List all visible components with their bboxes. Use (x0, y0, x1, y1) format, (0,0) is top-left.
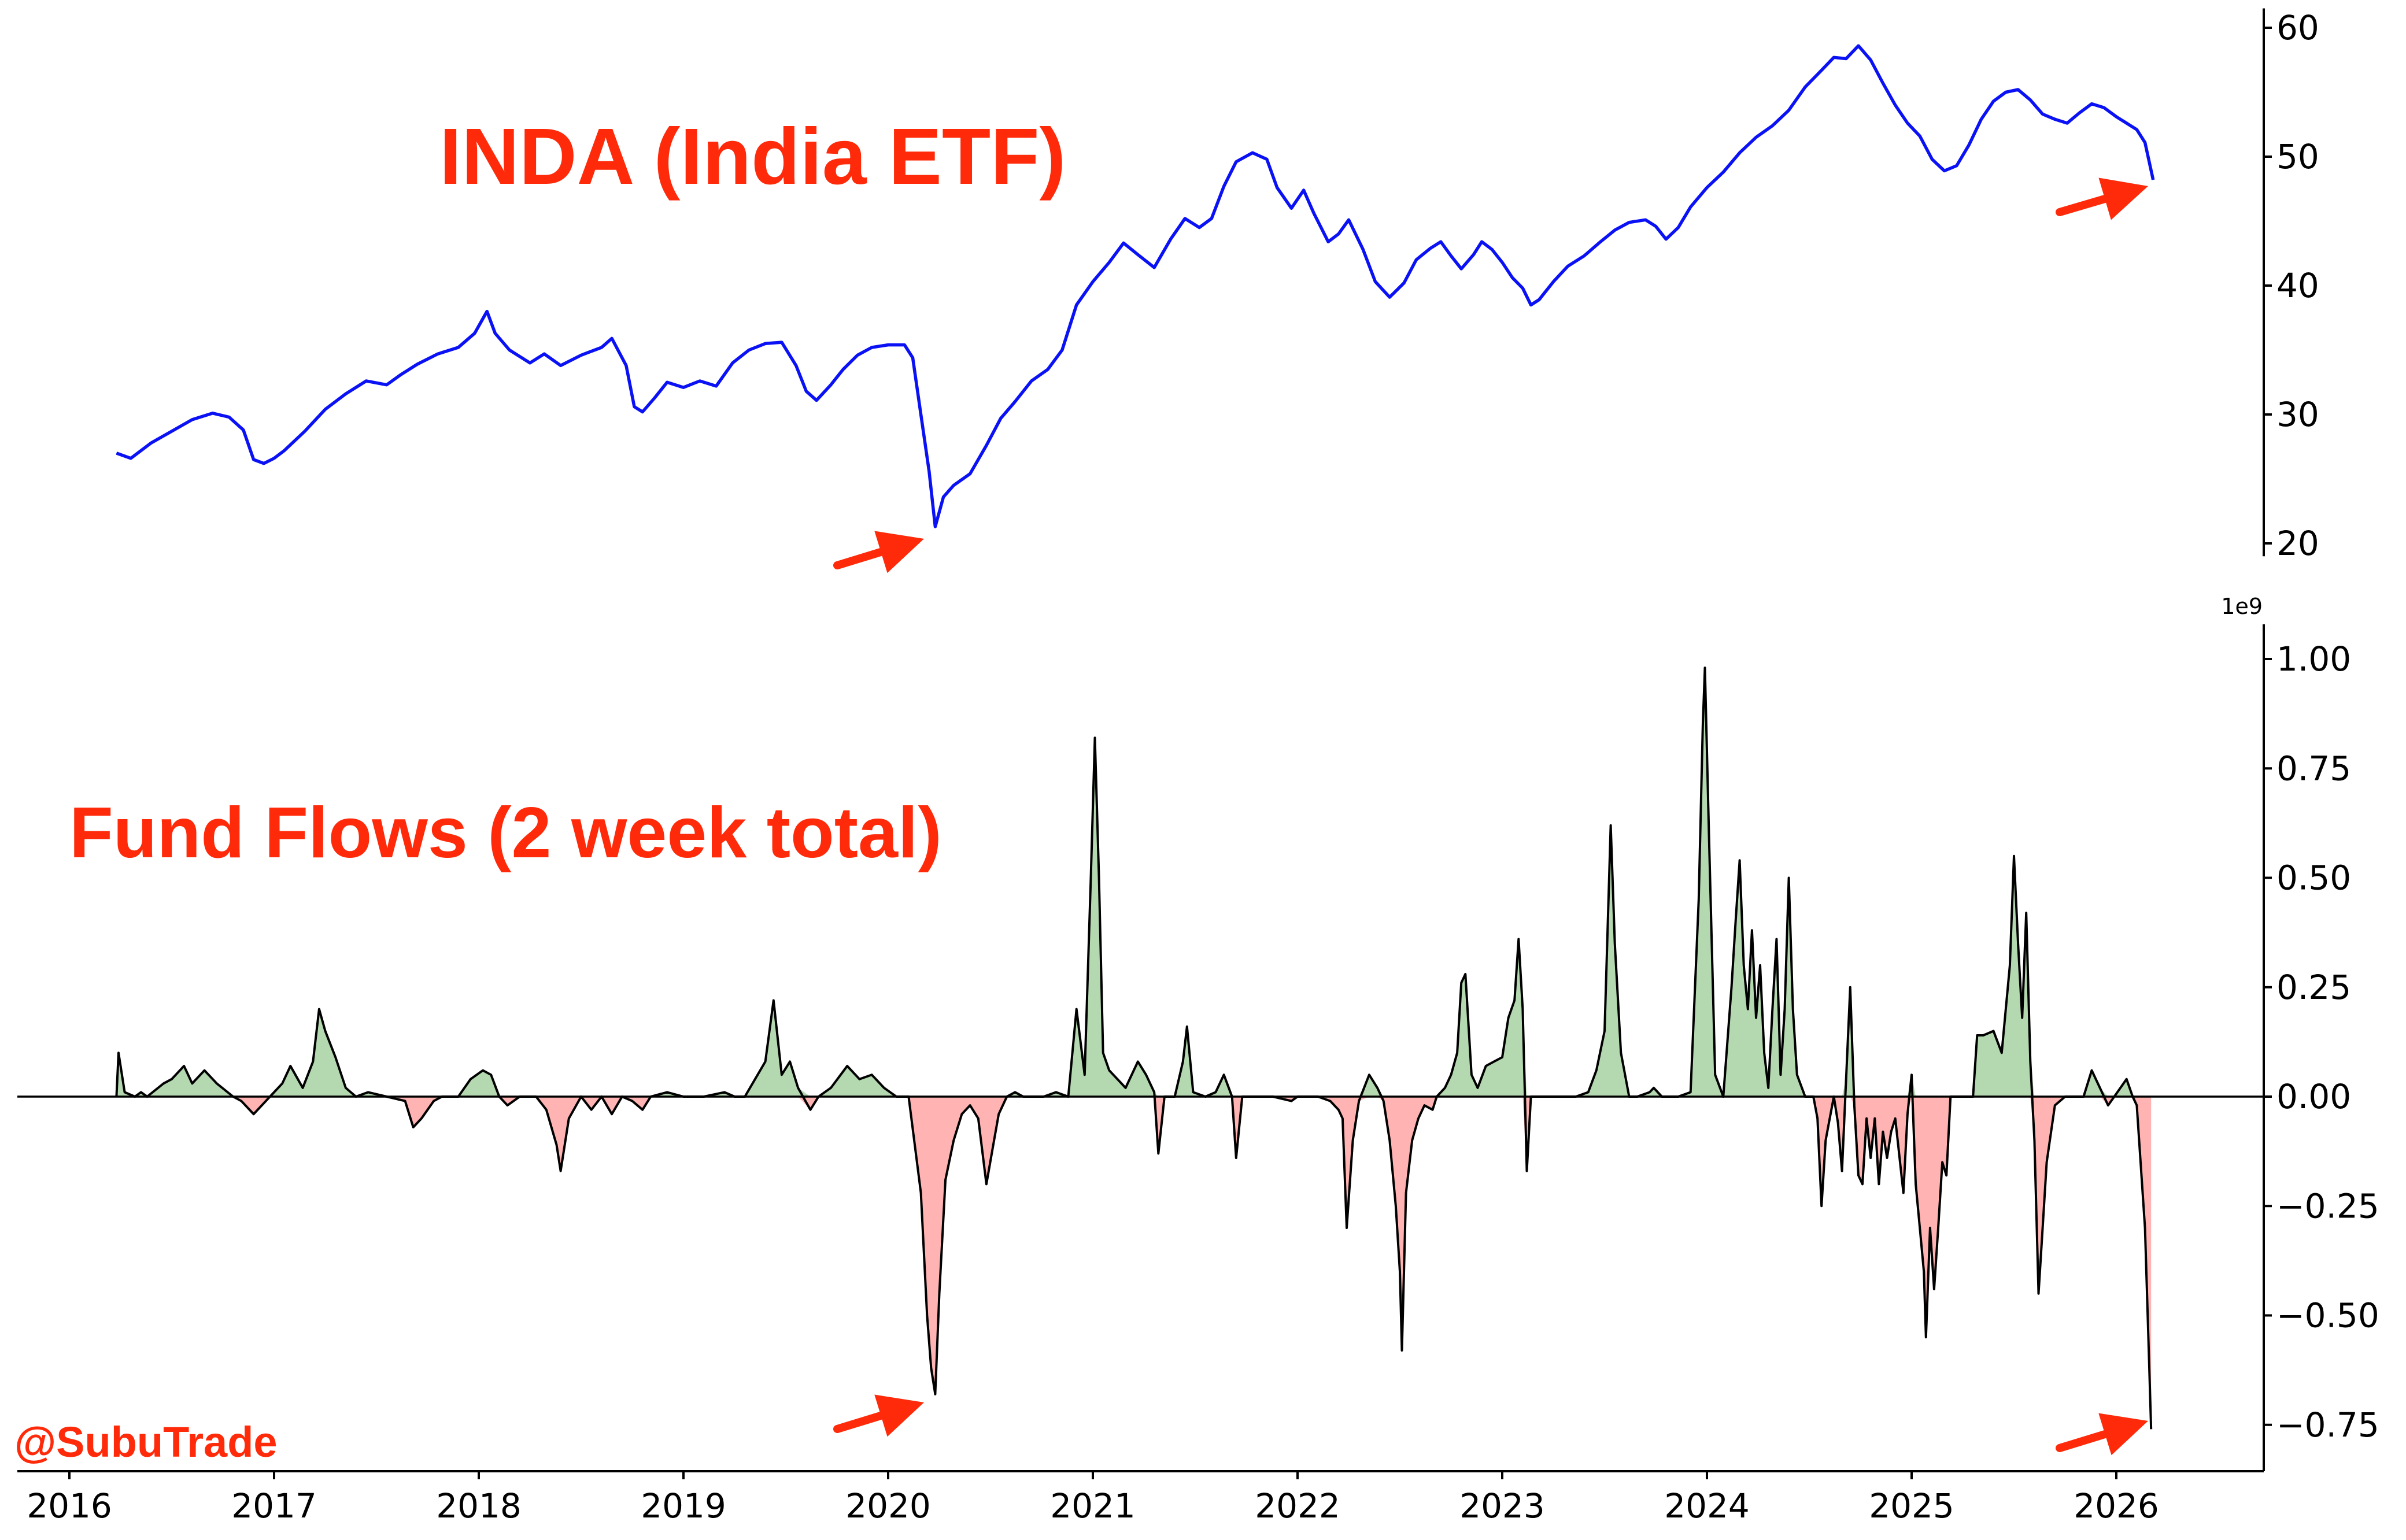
arrow-annotation (2056, 177, 2148, 220)
flow-y-tick-label: 0.50 (2276, 858, 2351, 898)
flow-title: Fund Flows (2 week total) (69, 793, 942, 873)
x-tick-label: 2019 (641, 1486, 726, 1526)
annotations: INDA (India ETF) Fund Flows (2 week tota… (14, 112, 2148, 1466)
x-tick-label: 2017 (231, 1486, 317, 1526)
price-y-tick-label: 20 (2276, 524, 2319, 563)
arrow-head (874, 531, 924, 573)
x-tick-label: 2024 (1664, 1486, 1750, 1526)
flow-y-tick-label: 1.00 (2276, 639, 2351, 679)
arrow-shaft (833, 547, 885, 569)
outflow-area (116, 1097, 2152, 1430)
flow-y-tick-label: 0.75 (2276, 749, 2351, 788)
price-panel: 20 30 40 50 60 (116, 8, 2319, 563)
arrow-annotation (833, 1394, 924, 1437)
flow-axis-offset: 1e9 (2221, 594, 2263, 619)
arrow-annotation (833, 531, 924, 573)
price-title: INDA (India ETF) (439, 112, 1066, 201)
flow-y-tick-label: −0.25 (2276, 1186, 2379, 1226)
inflow-area (116, 668, 2152, 1097)
arrow-shaft (833, 1411, 885, 1433)
arrow-shaft (2056, 195, 2109, 216)
x-tick-label: 2020 (845, 1486, 931, 1526)
x-tick-label: 2023 (1459, 1486, 1545, 1526)
watermark: @SubuTrade (14, 1418, 278, 1466)
x-tick-label: 2026 (2074, 1486, 2159, 1526)
arrow-head (2098, 177, 2148, 220)
arrow-head (2098, 1413, 2148, 1456)
flow-y-tick-label: −0.75 (2276, 1405, 2379, 1445)
price-line (116, 44, 2155, 528)
flow-y-tick-label: 0.00 (2276, 1077, 2351, 1116)
price-y-tick-label: 50 (2276, 137, 2319, 176)
arrow-annotation (2056, 1413, 2148, 1456)
x-tick-label: 2022 (1255, 1486, 1340, 1526)
x-tick-label: 2021 (1050, 1486, 1136, 1526)
x-tick-label: 2018 (436, 1486, 522, 1526)
arrow-shaft (2056, 1430, 2109, 1452)
price-y-tick-label: 30 (2276, 395, 2319, 434)
flow-line (115, 667, 2153, 1430)
x-tick-label: 2025 (1869, 1486, 1954, 1526)
arrow-head (874, 1394, 924, 1437)
price-y-tick-label: 40 (2276, 266, 2319, 305)
flow-panel: 1.00 0.75 0.50 0.25 0.00 −0.25 −0.50 −0.75 1e9 20… (17, 594, 2379, 1526)
flow-y-tick-label: −0.50 (2276, 1296, 2379, 1335)
price-y-tick-label: 60 (2276, 8, 2319, 47)
flow-y-tick-label: 0.25 (2276, 968, 2351, 1007)
x-tick-label: 2016 (27, 1486, 112, 1526)
